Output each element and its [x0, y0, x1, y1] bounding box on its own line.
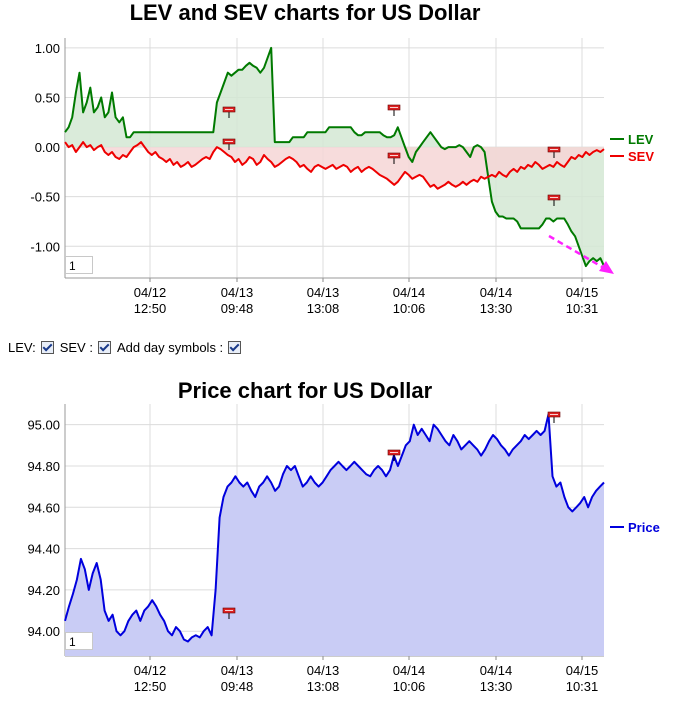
x-tick-time: 13:30	[480, 679, 513, 694]
x-tick-time: 10:31	[566, 301, 599, 316]
sev-checkbox[interactable]	[97, 341, 111, 354]
sev-toggle-label: SEV :	[59, 340, 93, 355]
y-tick-label: 0.00	[35, 140, 60, 155]
trend-arrow-head-icon	[599, 261, 614, 274]
lev-toggle-label: LEV:	[8, 340, 36, 355]
x-tick-time: 10:06	[393, 679, 426, 694]
lev-sev-chart-title: LEV and SEV charts for US Dollar	[129, 0, 481, 25]
y-tick-label: -0.50	[30, 190, 60, 205]
x-tick-time: 09:48	[221, 679, 254, 694]
x-tick-date: 04/14	[393, 285, 426, 300]
x-tick-date: 04/14	[393, 663, 426, 678]
sev-legend-label: SEV	[628, 149, 654, 164]
x-tick-date: 04/12	[134, 663, 167, 678]
x-tick-date: 04/15	[566, 663, 599, 678]
day-symbols-checkbox[interactable]	[228, 341, 242, 354]
x-tick-date: 04/14	[480, 663, 513, 678]
lev-sev-chart: 1.000.500.00-0.50-1.0004/1212:5004/1309:…	[30, 38, 654, 316]
price-chart-title: Price chart for US Dollar	[177, 378, 433, 403]
trend-arrow-icon	[548, 234, 605, 270]
x-tick-time: 13:08	[307, 301, 340, 316]
y-tick-label: -1.00	[30, 239, 60, 254]
x-tick-date: 04/14	[480, 285, 513, 300]
x-tick-date: 04/13	[307, 663, 340, 678]
lev-legend-label: LEV	[628, 132, 654, 147]
y-tick-label: 94.00	[27, 624, 60, 639]
x-tick-time: 13:08	[307, 679, 340, 694]
y-tick-label: 0.50	[35, 91, 60, 106]
sev-line	[64, 141, 605, 190]
x-tick-time: 10:06	[393, 301, 426, 316]
x-tick-time: 10:31	[566, 679, 599, 694]
y-tick-label: 95.00	[27, 418, 60, 433]
y-tick-label: 94.80	[27, 459, 60, 474]
y-tick-label: 94.60	[27, 500, 60, 515]
x-tick-time: 12:50	[134, 301, 167, 316]
price-area	[65, 414, 604, 656]
x-tick-date: 04/13	[221, 663, 254, 678]
lev-checkbox[interactable]	[40, 341, 54, 354]
y-tick-label: 94.40	[27, 542, 60, 557]
lev-line	[64, 46, 605, 268]
x-tick-date: 04/13	[221, 285, 254, 300]
day-symbols-label: Add day symbols :	[116, 340, 224, 355]
sev-area	[65, 142, 604, 189]
y-tick-label: 94.20	[27, 583, 60, 598]
lev-sev-zoom-input[interactable]: 1	[65, 256, 93, 274]
x-tick-time: 09:48	[221, 301, 254, 316]
chart-options: LEV: SEV : Add day symbols :	[8, 340, 244, 355]
x-tick-date: 04/15	[566, 285, 599, 300]
x-tick-date: 04/12	[134, 285, 167, 300]
price-legend-label: Price	[628, 520, 660, 535]
price-line	[64, 413, 605, 643]
x-tick-date: 04/13	[307, 285, 340, 300]
y-tick-label: 1.00	[35, 41, 60, 56]
price-zoom-input[interactable]: 1	[65, 632, 93, 650]
x-tick-time: 13:30	[480, 301, 513, 316]
x-tick-time: 12:50	[134, 679, 167, 694]
